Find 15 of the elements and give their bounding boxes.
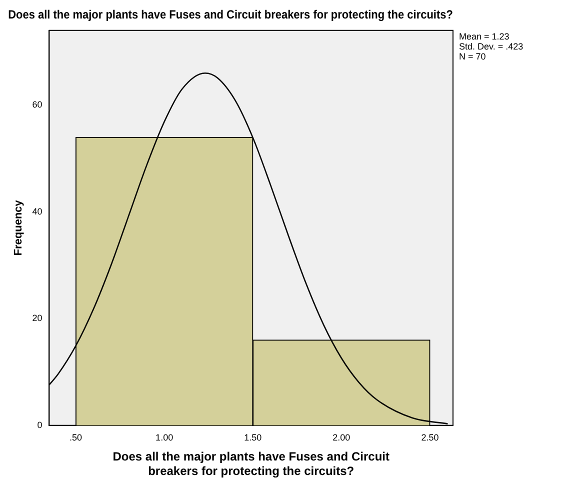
x-tick-label: 1.50 [244, 432, 262, 442]
x-tick-label: 1.00 [156, 432, 174, 442]
x-tick-label: .50 [70, 432, 82, 442]
y-tick-label: 60 [32, 100, 42, 110]
text: Mean = 1.23 [459, 31, 510, 42]
x-tick-label: 2.50 [421, 432, 439, 442]
y-tick-label: 20 [32, 313, 42, 324]
text: Std. Dev. = .423 [459, 41, 524, 52]
text: N = 70 [459, 51, 486, 62]
chart-title: Does all the major plants have Fuses and Circuit breakers for protecting the circuits? [8, 9, 453, 22]
y-tick-label: 0 [37, 420, 42, 430]
y-tick-label: 40 [32, 206, 42, 216]
x-tick-label: 2.00 [332, 432, 350, 442]
y-axis-title: Frequency [12, 199, 25, 256]
x-axis-title: Does all the major plants have Fuses and Circuit breakers for protecting the circuits? [112, 450, 390, 478]
